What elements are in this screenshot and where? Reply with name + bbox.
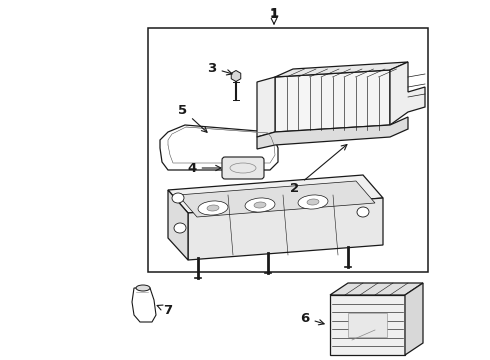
Bar (148, 28, 428, 272)
Text: 7: 7 (157, 303, 172, 316)
Ellipse shape (254, 202, 266, 208)
Text: 1: 1 (270, 8, 278, 21)
Polygon shape (330, 295, 405, 355)
Polygon shape (132, 288, 156, 322)
Text: 6: 6 (300, 311, 324, 325)
FancyBboxPatch shape (222, 157, 264, 179)
Polygon shape (275, 62, 408, 77)
Ellipse shape (207, 205, 219, 211)
Ellipse shape (298, 195, 328, 209)
Polygon shape (257, 117, 408, 149)
Polygon shape (168, 190, 188, 260)
Polygon shape (275, 70, 390, 132)
Ellipse shape (174, 223, 186, 233)
Text: 3: 3 (207, 62, 232, 75)
Ellipse shape (357, 207, 369, 217)
Polygon shape (405, 283, 423, 355)
Ellipse shape (136, 285, 150, 291)
Polygon shape (390, 62, 425, 125)
Bar (348, 313, 387, 337)
Polygon shape (168, 175, 383, 213)
Text: 5: 5 (178, 104, 207, 132)
Polygon shape (178, 181, 375, 217)
Polygon shape (257, 77, 275, 137)
Polygon shape (160, 125, 278, 170)
Polygon shape (330, 283, 423, 295)
Polygon shape (231, 71, 241, 81)
Polygon shape (188, 198, 383, 260)
Text: 2: 2 (291, 145, 347, 194)
Ellipse shape (307, 199, 319, 205)
Ellipse shape (198, 201, 228, 215)
Text: 4: 4 (187, 162, 221, 175)
Ellipse shape (245, 198, 275, 212)
Text: 1: 1 (270, 6, 278, 19)
Ellipse shape (172, 193, 184, 203)
